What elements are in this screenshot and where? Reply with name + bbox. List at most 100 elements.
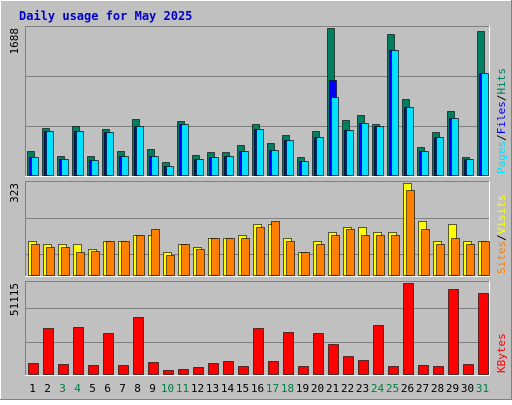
bar-pages-day-31: [481, 73, 489, 176]
bar-sites-day-22: [346, 229, 355, 276]
bar-sites-day-2: [46, 247, 55, 276]
bar-pages-day-7: [121, 156, 129, 176]
bar-kbytes-day-29: [448, 289, 459, 375]
x-tick-label-day-5: 5: [89, 382, 96, 395]
bar-pages-day-16: [256, 129, 264, 176]
bar-kbytes-day-19: [298, 366, 309, 375]
bar-kbytes-day-30: [463, 364, 474, 375]
legend-entry: Sites: [495, 241, 508, 274]
x-tick-label-day-20: 20: [311, 382, 324, 395]
bar-sites-day-12: [196, 249, 205, 276]
bar-kbytes-day-15: [238, 366, 249, 375]
x-tick-label-day-2: 2: [44, 382, 51, 395]
legend-entry: KBytes: [495, 333, 508, 373]
x-tick-label-day-31: 31: [476, 382, 489, 395]
bar-kbytes-day-20: [313, 333, 324, 375]
x-tick-label-day-17: 17: [266, 382, 279, 395]
bar-pages-day-24: [376, 126, 384, 176]
bar-pages-day-12: [196, 159, 204, 176]
bar-kbytes-day-27: [418, 365, 429, 375]
panel-kbytes: 51115 KBytes: [8, 281, 508, 376]
bar-sites-day-1: [31, 244, 40, 276]
bar-sites-day-19: [301, 252, 310, 276]
bar-kbytes-day-22: [343, 356, 354, 375]
legend-entry: Visits: [495, 195, 508, 235]
bar-sites-day-7: [121, 241, 130, 276]
bar-kbytes-day-21: [328, 344, 339, 375]
legend: Pages/Files/Hits: [495, 68, 508, 174]
x-tick-label-day-28: 28: [431, 382, 444, 395]
bar-kbytes-day-11: [178, 369, 189, 375]
x-tick-label-day-4: 4: [74, 382, 81, 395]
x-axis-labels: 1 2 3 4 5 6 7 8 9 10 11 12 13 14 15 16 17 18 19 20 21 22 23 24 2…: [29, 382, 489, 395]
bar-kbytes-day-14: [223, 361, 234, 375]
bar-sites-day-25: [391, 235, 400, 276]
bar-pages-day-30: [466, 159, 474, 176]
bar-pages-day-1: [31, 157, 39, 176]
x-tick-label-day-6: 6: [104, 382, 111, 395]
bar-pages-day-29: [451, 118, 459, 176]
bar-sites-day-10: [166, 255, 175, 276]
bar-pages-day-5: [91, 160, 99, 176]
bar-sites-day-13: [211, 238, 220, 276]
bar-kbytes-day-2: [43, 328, 54, 375]
bar-pages-day-9: [151, 156, 159, 176]
bar-kbytes-day-28: [433, 366, 444, 375]
bar-sites-day-30: [466, 244, 475, 276]
panel-hits-files-pages: 1688 Pages/Files/Hits: [8, 26, 508, 177]
bar-sites-day-17: [271, 221, 280, 276]
bar-pages-day-17: [271, 150, 279, 176]
x-tick-label-day-8: 8: [134, 382, 141, 395]
x-tick-label-day-19: 19: [296, 382, 309, 395]
legend-entry: /: [495, 134, 508, 141]
bar-pages-day-8: [136, 126, 144, 176]
bar-kbytes-day-5: [88, 365, 99, 375]
x-tick-label-day-18: 18: [281, 382, 294, 395]
bar-pages-day-10: [166, 166, 174, 176]
bar-pages-day-3: [61, 159, 69, 176]
bar-kbytes-day-12: [193, 367, 204, 375]
x-tick-label-day-16: 16: [251, 382, 264, 395]
ymax-label: 1688: [8, 28, 21, 55]
bar-sites-day-28: [436, 244, 445, 276]
bar-kbytes-day-7: [118, 365, 129, 375]
bar-kbytes-day-18: [283, 332, 294, 375]
x-tick-label-day-23: 23: [356, 382, 369, 395]
x-tick-label-day-13: 13: [206, 382, 219, 395]
bar-pages-day-27: [421, 151, 429, 176]
bar-pages-day-4: [76, 131, 84, 176]
bar-sites-day-11: [181, 244, 190, 276]
panels-layer: 1688 Pages/Files/Hits 323Sites/Visits51115…: [8, 26, 508, 376]
x-tick-label-day-7: 7: [119, 382, 126, 395]
bar-pages-day-21: [331, 97, 339, 176]
x-tick-label-day-3: 3: [59, 382, 66, 395]
bar-kbytes-day-17: [268, 361, 279, 375]
bar-sites-day-15: [241, 238, 250, 276]
x-tick-label-day-15: 15: [236, 382, 249, 395]
chart-title: Daily usage for May 2025: [19, 9, 192, 23]
bar-sites-day-24: [376, 235, 385, 276]
legend-entry: Files: [495, 101, 508, 134]
bar-pages-day-22: [346, 130, 354, 176]
x-tick-label-day-21: 21: [326, 382, 339, 395]
bar-kbytes-day-6: [103, 333, 114, 375]
bar-kbytes-day-31: [478, 293, 489, 375]
x-tick-label-day-14: 14: [221, 382, 235, 395]
bar-sites-day-4: [76, 252, 85, 276]
x-tick-label-day-1: 1: [29, 382, 36, 395]
bar-kbytes-day-24: [373, 325, 384, 375]
x-tick-label-day-24: 24: [371, 382, 385, 395]
bar-pages-day-15: [241, 151, 249, 176]
legend-entry: /: [495, 234, 508, 241]
bar-sites-day-26: [406, 190, 415, 276]
bar-pages-day-18: [286, 140, 294, 176]
bar-sites-day-18: [286, 241, 295, 276]
bar-pages-day-2: [46, 131, 54, 176]
x-tick-label-day-26: 26: [401, 382, 414, 395]
bar-sites-day-20: [316, 244, 325, 276]
legend-entry: /: [495, 95, 508, 102]
panel-visits-sites: 323 Sites/Visits: [8, 181, 508, 277]
x-tick-label-day-10: 10: [161, 382, 174, 395]
